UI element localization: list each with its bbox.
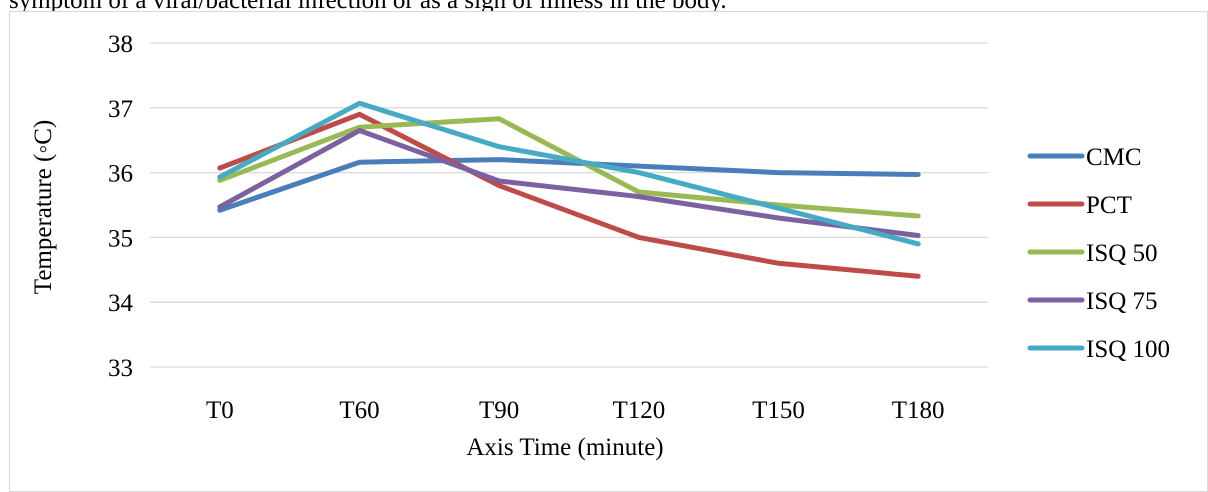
gridlines — [150, 42, 988, 368]
legend-label: ISQ 75 — [1086, 288, 1158, 315]
x-tick-label: T120 — [612, 397, 665, 424]
legend-label: PCT — [1086, 192, 1132, 219]
legend-label: CMC — [1086, 144, 1142, 171]
body-text-line: symptom of a viral/bacterial infection o… — [9, 0, 727, 14]
x-tick-label: T60 — [339, 397, 379, 424]
x-tick-label: T0 — [206, 397, 234, 424]
legend-label: ISQ 100 — [1086, 336, 1170, 363]
x-axis-title: Axis Time (minute) — [466, 434, 663, 461]
y-tick-label: 35 — [108, 225, 133, 252]
x-tick-label: T180 — [892, 397, 945, 424]
y-tick-label: 37 — [108, 96, 133, 123]
y-axis-tick-labels: 33 34 35 36 37 38 — [108, 31, 134, 382]
y-tick-label: 36 — [108, 161, 133, 188]
y-axis-title: Temperature (◦C) — [30, 120, 57, 294]
series-line-cmc — [217, 157, 921, 213]
legend: CMC PCT ISQ 50 ISQ 75 ISQ 100 — [1027, 144, 1170, 363]
series-line-pct — [217, 111, 921, 279]
series-line-isq-75 — [217, 128, 921, 238]
y-tick-label: 34 — [108, 290, 134, 317]
legend-label: ISQ 50 — [1086, 240, 1158, 267]
y-tick-label: 38 — [108, 31, 133, 58]
series-line-isq-50 — [217, 116, 921, 219]
series-line-isq-100 — [217, 100, 921, 247]
x-tick-label: T90 — [479, 397, 519, 424]
y-tick-label: 33 — [108, 355, 133, 382]
series-lines — [217, 100, 921, 279]
x-tick-label: T150 — [752, 397, 805, 424]
x-axis-tick-labels: T0 T60 T90 T120 T150 T180 — [206, 397, 945, 424]
